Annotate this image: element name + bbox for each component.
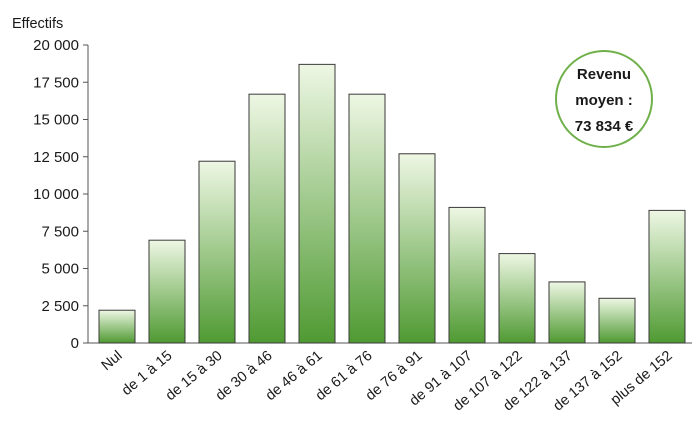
y-tick-label: 17 500 [33,74,79,91]
y-axis-label: Effectifs [12,16,63,32]
y-tick-label: 10 000 [33,186,79,203]
bar [448,206,486,344]
bar [198,160,236,344]
bar [148,239,186,344]
x-category-label: Nul [99,348,126,374]
annotation-line-2: moyen : [575,92,633,109]
annotation-circle [555,50,653,148]
y-tick-label: 7 500 [41,223,79,240]
bar [548,281,586,344]
annotation-line-3: 73 834 € [575,118,634,135]
bar [98,309,136,344]
bar [248,93,286,344]
average-income-annotation: Revenu moyen : 73 834 € [555,50,653,148]
bar [498,253,536,344]
bar [298,63,336,344]
bar [598,297,636,344]
bar [348,93,386,344]
y-tick-label: 2 500 [41,298,79,315]
y-tick-label: 15 000 [33,112,79,129]
bar [648,209,686,344]
y-axis: 0 2 500 5 000 7 500 10 000 12 500 15 000 17 500… [33,37,692,352]
y-tick-label: 20 000 [33,37,79,54]
bars [98,63,686,344]
y-tick-label: 5 000 [41,261,79,278]
y-tick-label: 12 500 [33,149,79,166]
annotation-line-1: Revenu [577,66,631,83]
y-tick-label: 0 [71,335,79,352]
bar [398,153,436,344]
